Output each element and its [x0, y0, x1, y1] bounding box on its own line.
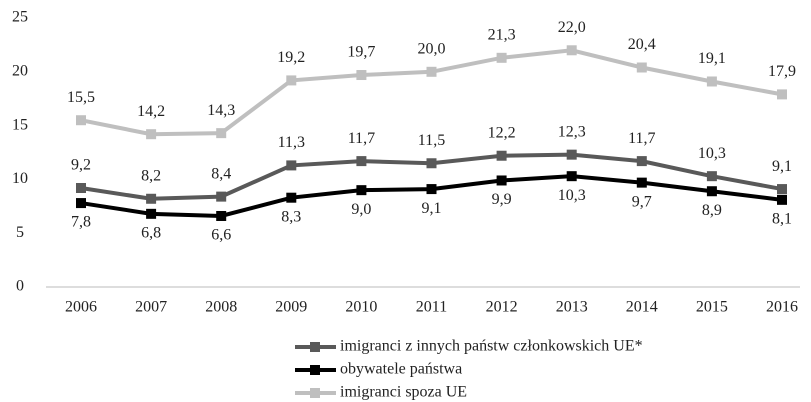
value-label: 12,3	[558, 123, 586, 140]
marker	[216, 128, 227, 139]
y-tick-label: 20	[12, 62, 28, 79]
y-tick-label: 0	[16, 278, 24, 295]
y-tick-label: 10	[12, 170, 28, 187]
value-label: 19,2	[277, 49, 305, 66]
value-label: 9,7	[632, 193, 652, 210]
marker	[777, 89, 787, 100]
marker	[286, 75, 297, 86]
value-label: 8,2	[141, 167, 161, 184]
x-tick-label: 2011	[416, 299, 447, 316]
x-tick-label: 2014	[626, 299, 658, 316]
marker	[566, 149, 577, 160]
marker	[356, 70, 367, 81]
marker	[636, 156, 647, 167]
marker	[636, 177, 647, 188]
value-label: 14,3	[207, 102, 235, 119]
value-label: 6,6	[211, 227, 231, 244]
x-tick-label: 2015	[696, 299, 728, 316]
marker	[426, 158, 437, 169]
marker	[706, 186, 717, 197]
value-label: 20,0	[418, 40, 446, 57]
value-label: 11,3	[278, 134, 305, 151]
x-tick-label: 2007	[135, 299, 167, 316]
value-label: 8,3	[281, 208, 301, 225]
legend-marker	[310, 365, 320, 375]
marker	[426, 184, 437, 195]
y-tick-label: 5	[16, 224, 24, 241]
value-label: 7,8	[71, 214, 91, 231]
marker	[356, 185, 367, 196]
marker	[777, 194, 787, 205]
value-label: 10,3	[558, 187, 586, 204]
marker	[356, 156, 367, 167]
value-label: 20,4	[628, 36, 656, 53]
value-label: 11,7	[348, 130, 375, 147]
legend-marker	[310, 342, 320, 352]
marker	[777, 184, 787, 195]
marker	[706, 76, 717, 87]
value-label: 14,2	[137, 103, 165, 120]
legend-marker	[310, 388, 320, 398]
value-label: 19,7	[347, 44, 375, 61]
marker	[216, 191, 227, 202]
x-tick-label: 2006	[65, 299, 97, 316]
marker	[496, 175, 507, 186]
legend-label: imigranci z innych państw członkowskich …	[340, 338, 643, 355]
value-label: 12,2	[488, 124, 516, 141]
marker	[496, 52, 507, 63]
marker	[496, 150, 507, 161]
marker	[146, 208, 157, 219]
value-label: 9,9	[492, 191, 512, 208]
series-line	[80, 48, 783, 137]
value-label: 9,2	[71, 157, 91, 174]
value-label: 10,3	[698, 145, 726, 162]
x-tick-label: 2009	[275, 299, 307, 316]
value-label: 15,5	[67, 89, 95, 106]
x-tick-label: 2012	[486, 299, 518, 316]
value-label: 8,1	[772, 211, 792, 228]
value-label: 22,0	[558, 19, 586, 36]
value-label: 9,0	[351, 201, 371, 218]
value-label: 9,1	[422, 200, 442, 217]
x-tick-label: 2010	[345, 299, 377, 316]
marker	[286, 160, 297, 171]
x-tick-label: 2016	[766, 299, 798, 316]
value-label: 9,1	[772, 158, 792, 175]
value-label: 6,8	[141, 225, 161, 242]
marker	[146, 193, 157, 204]
marker	[566, 171, 577, 182]
marker	[706, 171, 717, 182]
value-label: 19,1	[698, 50, 726, 67]
x-tick-label: 2008	[205, 299, 237, 316]
x-tick-label: 2013	[556, 299, 588, 316]
value-label: 11,7	[628, 130, 655, 147]
marker	[76, 198, 86, 209]
value-label: 11,5	[418, 132, 445, 149]
y-tick-label: 15	[12, 116, 28, 133]
marker	[426, 66, 437, 77]
y-tick-label: 25	[12, 9, 28, 26]
legend-label: imigranci spoza UE	[340, 384, 467, 401]
marker	[636, 62, 647, 73]
marker	[146, 129, 157, 140]
value-label: 17,9	[768, 63, 796, 80]
value-label: 8,4	[211, 165, 231, 182]
marker	[76, 115, 86, 126]
marker	[216, 210, 227, 221]
value-label: 8,9	[702, 202, 722, 219]
marker	[566, 45, 577, 56]
value-label: 21,3	[488, 26, 516, 43]
marker	[76, 183, 86, 194]
legend-label: obywatele państwa	[340, 361, 462, 378]
marker	[286, 192, 297, 203]
